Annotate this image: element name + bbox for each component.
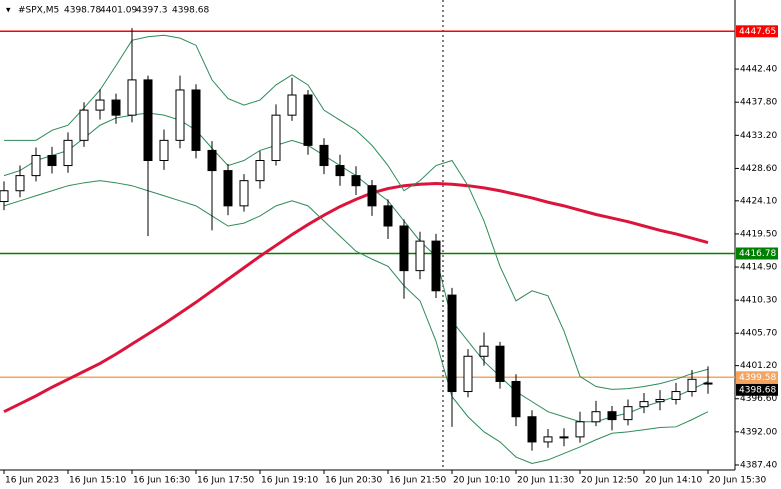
y-tick-label: 4387.40 xyxy=(740,460,777,470)
candle-body xyxy=(95,99,105,111)
candle-body xyxy=(575,421,585,438)
y-tick-label: 4433.20 xyxy=(740,131,777,141)
x-tick-label: 16 Jun 16:30 xyxy=(133,476,190,486)
candle-body xyxy=(527,416,537,443)
candle-body xyxy=(287,94,297,116)
y-tick-label: 4437.80 xyxy=(740,98,777,108)
level-label-box xyxy=(736,247,778,260)
candle-body xyxy=(399,225,409,272)
candle-body xyxy=(335,165,345,177)
candle-body xyxy=(271,114,281,162)
candle-body xyxy=(623,406,633,421)
y-tick-label: 4405.70 xyxy=(740,329,777,339)
indicator-line xyxy=(3,180,709,465)
y-tick-label: 4414.90 xyxy=(740,263,777,273)
y-tick-label: 4410.30 xyxy=(740,296,777,306)
level-label-box xyxy=(736,371,778,384)
candle-body xyxy=(559,436,569,439)
candle-body xyxy=(671,391,681,400)
candle-body xyxy=(191,89,201,151)
candle-body xyxy=(111,99,121,116)
candle-body xyxy=(63,139,73,167)
candle-body xyxy=(367,185,377,207)
y-tick-label: 4442.40 xyxy=(740,65,777,75)
candle-body xyxy=(703,382,713,385)
candle-body xyxy=(255,160,265,182)
candle-body xyxy=(447,294,457,393)
level-label: 4399.58 xyxy=(739,373,776,383)
candle-body xyxy=(463,355,473,393)
indicator-line xyxy=(4,34,709,390)
y-tick-label: 4419.50 xyxy=(740,229,777,239)
x-tick-label: 16 Jun 15:10 xyxy=(69,476,126,486)
candle-body xyxy=(47,154,57,167)
last-price-label: 4398.68 xyxy=(739,385,776,395)
candle-body xyxy=(0,190,9,203)
y-tick-label: 4424.10 xyxy=(740,196,777,206)
y-tick-label: 4428.60 xyxy=(740,164,777,174)
candle-body xyxy=(687,378,697,393)
y-tick-label: 4401.20 xyxy=(740,361,777,371)
candle-body xyxy=(175,89,185,141)
candle-body xyxy=(15,175,25,192)
candle-body xyxy=(79,109,89,141)
menu-arrow: ▾ xyxy=(6,6,11,16)
candle-body xyxy=(127,79,137,116)
candle-body xyxy=(655,398,665,403)
header-close: 4398.68 xyxy=(172,6,209,16)
x-tick-label: 20 Jun 10:10 xyxy=(453,476,510,486)
candle-body xyxy=(479,345,489,357)
candle-body xyxy=(303,94,313,146)
x-tick-label: 20 Jun 15:30 xyxy=(709,476,766,486)
candle-body xyxy=(223,170,233,207)
x-tick-label: 20 Jun 11:30 xyxy=(517,476,574,486)
candle-body xyxy=(415,240,425,272)
last-price-box xyxy=(736,383,778,396)
candle-body xyxy=(351,175,361,187)
candle-body xyxy=(495,345,505,382)
candle-body xyxy=(207,149,217,172)
x-tick-label: 16 Jun 17:50 xyxy=(197,476,254,486)
indicator-line xyxy=(3,182,709,414)
candle-body xyxy=(383,205,393,227)
header-high: 4401.09 xyxy=(100,6,137,16)
candle-body xyxy=(511,380,521,418)
x-tick-label: 16 Jun 19:10 xyxy=(261,476,318,486)
x-tick-label: 16 Jun 20:30 xyxy=(325,476,382,486)
level-label: 4416.78 xyxy=(739,249,776,259)
plot: 4442.40 4437.80 4433.20 4428.60 4424.10 4419.… xyxy=(0,25,778,486)
x-tick-label: 20 Jun 12:50 xyxy=(581,476,638,486)
header-low: 4397.3 xyxy=(136,6,168,16)
x-tick-label: 20 Jun 14:10 xyxy=(645,476,702,486)
x-tick-label: 16 Jun 21:50 xyxy=(389,476,446,486)
y-tick-label: 4392.00 xyxy=(740,427,777,437)
y-tick-label: 4396.60 xyxy=(740,394,777,404)
candle-body xyxy=(143,79,153,162)
candle-body xyxy=(543,436,553,443)
candle-body xyxy=(319,144,329,167)
symbol: #SPX,M5 xyxy=(18,6,59,16)
candle-body xyxy=(607,411,617,421)
x-tick-label: 16 Jun 2023 xyxy=(5,476,59,486)
level-label-box xyxy=(736,25,778,38)
candle-body xyxy=(591,411,601,423)
candle-body xyxy=(639,401,649,408)
level-label: 4447.65 xyxy=(739,27,776,37)
candle-body xyxy=(159,139,169,162)
candle-body xyxy=(239,180,249,207)
candle-body xyxy=(31,154,41,177)
header-open: 4398.78 xyxy=(64,6,101,16)
candle-body xyxy=(431,240,441,292)
